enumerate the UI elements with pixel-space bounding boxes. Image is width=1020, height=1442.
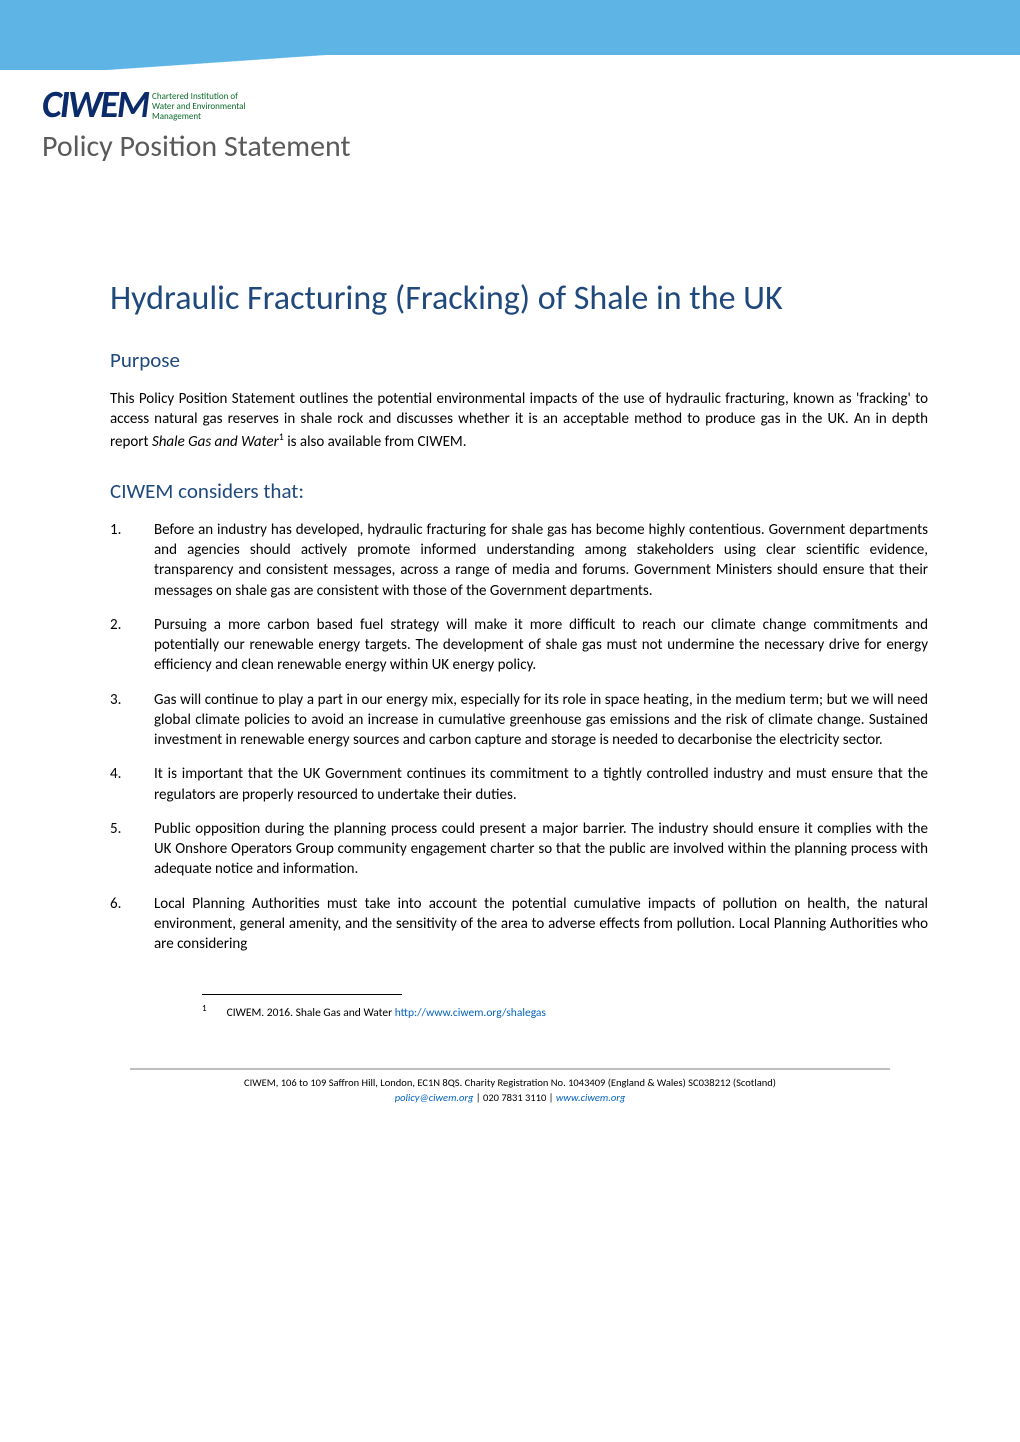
list-item: Local Planning Authorities must take int… bbox=[110, 894, 928, 955]
purpose-paragraph: This Policy Position Statement outlines … bbox=[92, 389, 928, 452]
footnote: 1 CIWEM. 2016. Shale Gas and Water http:/… bbox=[92, 1003, 928, 1020]
footer-separator bbox=[130, 1068, 890, 1070]
footer-phone: 020 7831 3110 bbox=[483, 1091, 546, 1104]
footnote-text: CIWEM. 2016. Shale Gas and Water bbox=[227, 1006, 395, 1020]
footer: CIWEM, 106 to 109 Saffron Hill, London, … bbox=[92, 1076, 928, 1105]
list-item: It is important that the UK Government c… bbox=[110, 764, 928, 805]
logo-mark: CIWEM bbox=[42, 82, 148, 128]
page: CIWEM Chartered Institution of Water and… bbox=[0, 0, 1020, 1442]
logo-tagline: Chartered Institution of Water and Envir… bbox=[152, 92, 245, 122]
page-title: Hydraulic Fracturing (Fracking) of Shale… bbox=[92, 278, 928, 319]
purpose-text-italic: Shale Gas and Water bbox=[152, 433, 279, 451]
document-subtitle: Policy Position Statement bbox=[42, 128, 351, 165]
list-item: Before an industry has developed, hydrau… bbox=[110, 520, 928, 601]
footnote-link[interactable]: http://www.ciwem.org/shalegas bbox=[395, 1006, 546, 1020]
list-item: Gas will continue to play a part in our … bbox=[110, 690, 928, 751]
footnote-number: 1 bbox=[202, 1003, 207, 1014]
list-item: Pursuing a more carbon based fuel strate… bbox=[110, 615, 928, 676]
footer-sep2: | bbox=[546, 1091, 556, 1104]
content: Hydraulic Fracturing (Fracking) of Shale… bbox=[0, 70, 1020, 1105]
list-item: Public opposition during the planning pr… bbox=[110, 819, 928, 880]
logo-tagline-3: Management bbox=[152, 112, 245, 122]
logo-block: CIWEM Chartered Institution of Water and… bbox=[42, 82, 246, 128]
footer-sep1: | bbox=[473, 1091, 483, 1104]
footer-contact: policy@ciwem.org | 020 7831 3110 | www.c… bbox=[92, 1091, 928, 1106]
footnote-separator bbox=[202, 994, 402, 995]
footer-website[interactable]: www.ciwem.org bbox=[556, 1091, 625, 1104]
considers-heading: CIWEM considers that: bbox=[92, 478, 928, 504]
footer-address: CIWEM, 106 to 109 Saffron Hill, London, … bbox=[92, 1076, 928, 1091]
footer-email[interactable]: policy@ciwem.org bbox=[395, 1091, 474, 1104]
header-banner bbox=[0, 0, 1020, 70]
considerations-list: Before an industry has developed, hydrau… bbox=[92, 520, 928, 955]
purpose-heading: Purpose bbox=[92, 347, 928, 373]
purpose-text-post: is also available from CIWEM. bbox=[284, 433, 467, 451]
